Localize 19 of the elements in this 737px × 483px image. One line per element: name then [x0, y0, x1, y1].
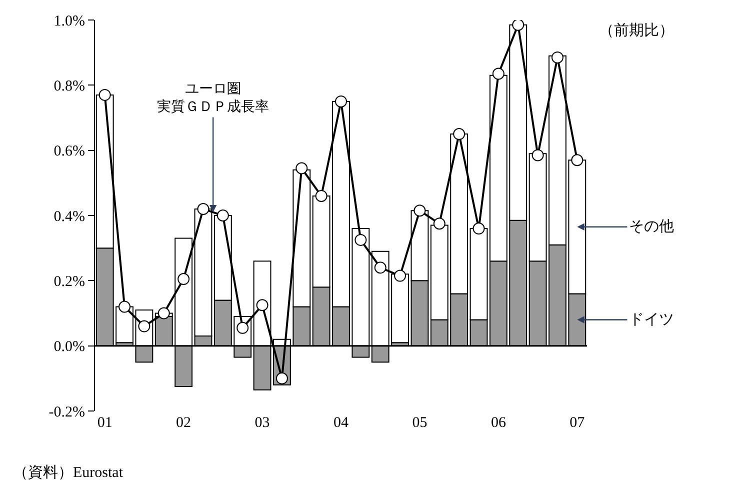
text: （前期比）	[599, 22, 674, 39]
y-tick-label: -0.2%	[48, 404, 85, 420]
text: ドイツ	[629, 312, 674, 328]
x-tick-label: 07	[570, 415, 586, 431]
y-tick-label: 0.6%	[54, 144, 85, 160]
x-tick-label: 05	[412, 415, 428, 431]
text: （資料）Eurostat	[13, 464, 124, 481]
y-tick-label: 0.2%	[54, 274, 85, 290]
y-tick-label: 0.0%	[54, 339, 85, 356]
text: その他	[629, 218, 674, 235]
x-tick-label: 01	[97, 415, 112, 431]
y-tick-label: 0.8%	[54, 78, 85, 94]
y-tick-label: 1.0%	[54, 13, 85, 30]
text: ユーロ圏実質ＧＤＰ成長率	[157, 81, 269, 116]
x-tick-label: 04	[334, 415, 349, 431]
x-tick-label: 02	[176, 415, 192, 431]
x-tick-label: 06	[490, 415, 506, 431]
x-tick-label: 03	[254, 415, 270, 431]
y-tick-label: 0.4%	[54, 208, 85, 225]
